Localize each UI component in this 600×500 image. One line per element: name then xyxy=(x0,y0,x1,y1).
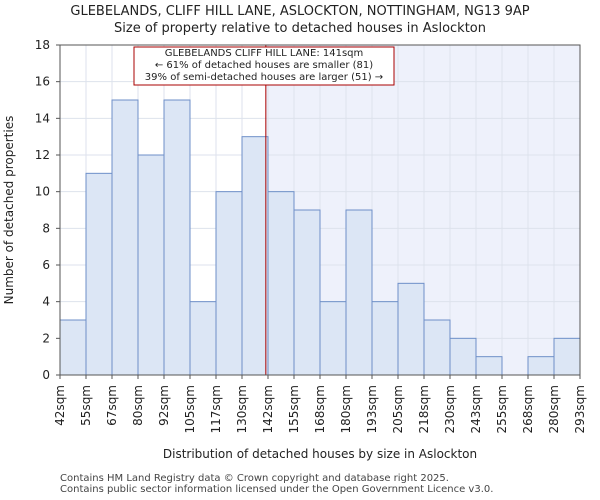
bar-42sqm xyxy=(59,319,87,376)
x-tick-label: 142sqm xyxy=(261,385,275,433)
y-tick-label: 6 xyxy=(42,258,50,272)
bar-205sqm xyxy=(397,282,425,376)
bar-55sqm xyxy=(85,172,113,376)
x-axis-label: Distribution of detached houses by size … xyxy=(163,447,477,461)
y-tick-label: 10 xyxy=(35,185,50,199)
marker-annotation: GLEBELANDS CLIFF HILL LANE: 141sqm ← 61%… xyxy=(133,46,395,86)
bar-92sqm xyxy=(163,99,191,376)
x-tick-label: 293sqm xyxy=(573,385,587,433)
annotation-line-1: GLEBELANDS CLIFF HILL LANE: 141sqm xyxy=(165,48,364,59)
bar-230sqm xyxy=(449,337,477,376)
x-tick-label: 230sqm xyxy=(443,385,457,433)
bar-80sqm xyxy=(137,154,165,376)
x-tick-label: 117sqm xyxy=(209,385,223,433)
bar-280sqm xyxy=(553,337,581,376)
x-tick-label: 243sqm xyxy=(469,385,483,433)
x-tick-label: 155sqm xyxy=(287,385,301,433)
bar-180sqm xyxy=(345,209,373,376)
x-tick-label: 42sqm xyxy=(53,385,67,426)
bar-268sqm xyxy=(527,356,555,376)
x-tick-label: 67sqm xyxy=(105,385,119,426)
annotation-line-2: ← 61% of detached houses are smaller (81… xyxy=(155,60,373,71)
x-tick-label: 268sqm xyxy=(521,385,535,433)
x-tick-label: 218sqm xyxy=(417,385,431,433)
bar-117sqm xyxy=(215,191,243,376)
x-tick-label: 130sqm xyxy=(235,385,249,433)
bar-168sqm xyxy=(319,301,347,376)
x-tick-label: 92sqm xyxy=(157,385,171,426)
bar-105sqm xyxy=(189,301,217,376)
annotation-box xyxy=(133,46,395,86)
y-tick-label: 2 xyxy=(42,331,50,345)
y-tick-label: 4 xyxy=(42,295,50,309)
x-tick-label: 205sqm xyxy=(391,385,405,433)
y-axis-label: Number of detached properties xyxy=(2,116,16,305)
y-tick-label: 14 xyxy=(35,111,50,125)
y-axis-ticks: 0 2 4 6 8 10 12 14 16 18 xyxy=(35,38,60,382)
y-tick-label: 0 xyxy=(42,368,50,382)
bar-218sqm xyxy=(423,319,451,376)
x-tick-label: 105sqm xyxy=(183,385,197,433)
y-tick-label: 12 xyxy=(35,148,50,162)
y-tick-label: 8 xyxy=(42,221,50,235)
footer-line-2: Contains public sector information licen… xyxy=(60,484,493,495)
x-tick-label: 180sqm xyxy=(339,385,353,433)
x-tick-label: 168sqm xyxy=(313,385,327,433)
bar-155sqm xyxy=(293,209,321,376)
x-axis-ticks: 42sqm 55sqm 67sqm 80sqm 92sqm 105sqm 117sqm 130… xyxy=(53,375,587,433)
chart-title: GLEBELANDS, CLIFF HILL LANE, ASLOCKTON, … xyxy=(70,4,529,19)
x-tick-label: 280sqm xyxy=(547,385,561,433)
y-tick-label: 16 xyxy=(35,75,50,89)
chart-subtitle: Size of property relative to detached ho… xyxy=(114,21,486,36)
bar-142sqm xyxy=(267,191,295,376)
y-tick-label: 18 xyxy=(35,38,50,52)
x-tick-label: 80sqm xyxy=(131,385,145,426)
bar-67sqm xyxy=(111,99,139,376)
bar-193sqm xyxy=(371,301,399,376)
bar-130sqm xyxy=(241,136,269,376)
bars xyxy=(59,99,581,376)
x-tick-label: 55sqm xyxy=(79,385,93,426)
x-tick-label: 255sqm xyxy=(495,385,509,433)
x-tick-label: 193sqm xyxy=(365,385,379,433)
bar-243sqm xyxy=(475,356,503,376)
annotation-line-3: 39% of semi-detached houses are larger (… xyxy=(145,72,383,83)
footer-line-1: Contains HM Land Registry data © Crown c… xyxy=(60,473,449,484)
